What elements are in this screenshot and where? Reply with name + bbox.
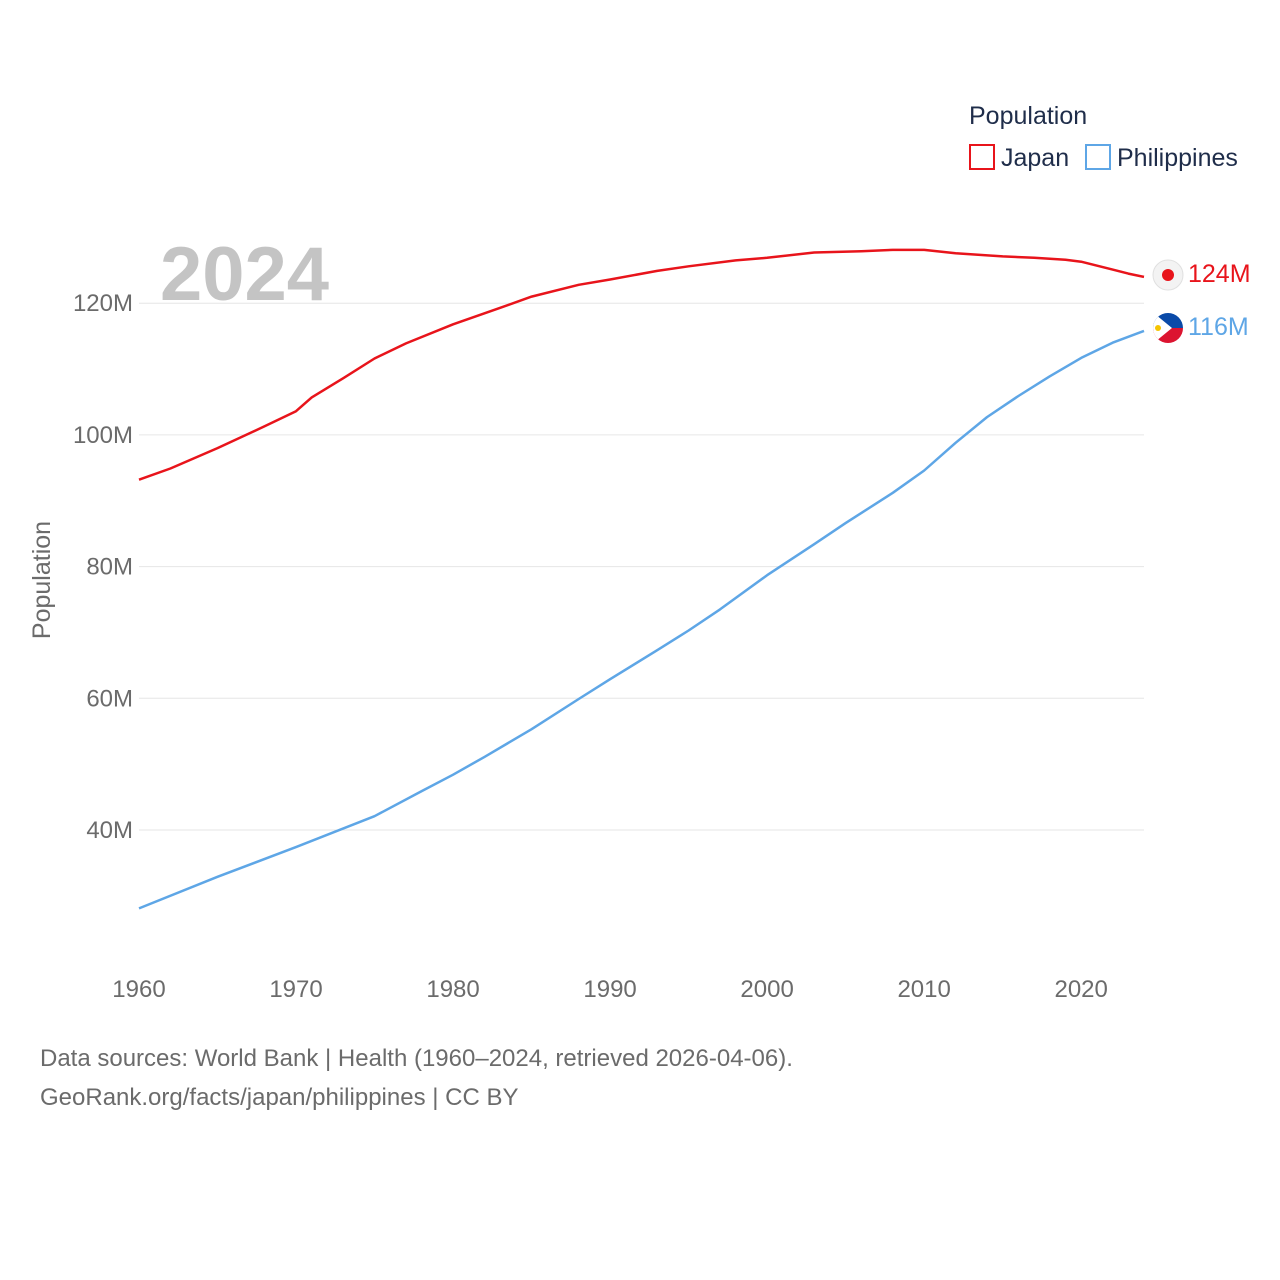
end-label-japan: 124M	[1188, 260, 1251, 288]
legend-swatch-japan	[969, 144, 995, 170]
end-label-philippines: 116M	[1188, 313, 1249, 341]
x-tick-label: 1990	[583, 976, 636, 1003]
current-year-label: 2024	[160, 232, 329, 317]
legend-label-philippines: Philippines	[1117, 144, 1238, 172]
y-tick-label: 100M	[73, 422, 133, 449]
x-tick-label: 1960	[112, 976, 165, 1003]
y-axis-label: Population	[28, 521, 56, 639]
footer-sources: Data sources: World Bank | Health (1960–…	[40, 1045, 793, 1072]
y-tick-label: 60M	[86, 685, 133, 712]
x-axis-ticks: 1960 1970 1980 1990 2000 2010 2020	[112, 976, 1108, 1003]
philippines-flag-icon	[1153, 313, 1183, 343]
x-tick-label: 1970	[269, 976, 322, 1003]
legend-label-japan: Japan	[1001, 144, 1069, 172]
y-axis-ticks: 40M 60M 80M 100M 120M	[73, 290, 133, 844]
legend-item-philippines[interactable]: Philippines	[1085, 144, 1238, 172]
x-tick-label: 2010	[897, 976, 950, 1003]
x-tick-label: 1980	[426, 976, 479, 1003]
legend-swatch-philippines	[1085, 144, 1111, 170]
grid-lines	[139, 302, 1144, 831]
legend-title: Population	[969, 102, 1087, 130]
footer-attribution[interactable]: GeoRank.org/facts/japan/philippines | CC…	[40, 1084, 519, 1111]
series-lines	[138, 248, 1145, 910]
y-tick-label: 80M	[86, 554, 133, 581]
legend-item-japan[interactable]: Japan	[969, 144, 1069, 172]
japan-flag-icon	[1152, 259, 1184, 291]
series-line-philippines[interactable]	[138, 329, 1145, 910]
y-tick-label: 120M	[73, 290, 133, 317]
series-line-japan[interactable]	[138, 248, 1145, 481]
x-tick-label: 2020	[1054, 976, 1107, 1003]
y-tick-label: 40M	[86, 817, 133, 844]
x-tick-label: 2000	[740, 976, 793, 1003]
